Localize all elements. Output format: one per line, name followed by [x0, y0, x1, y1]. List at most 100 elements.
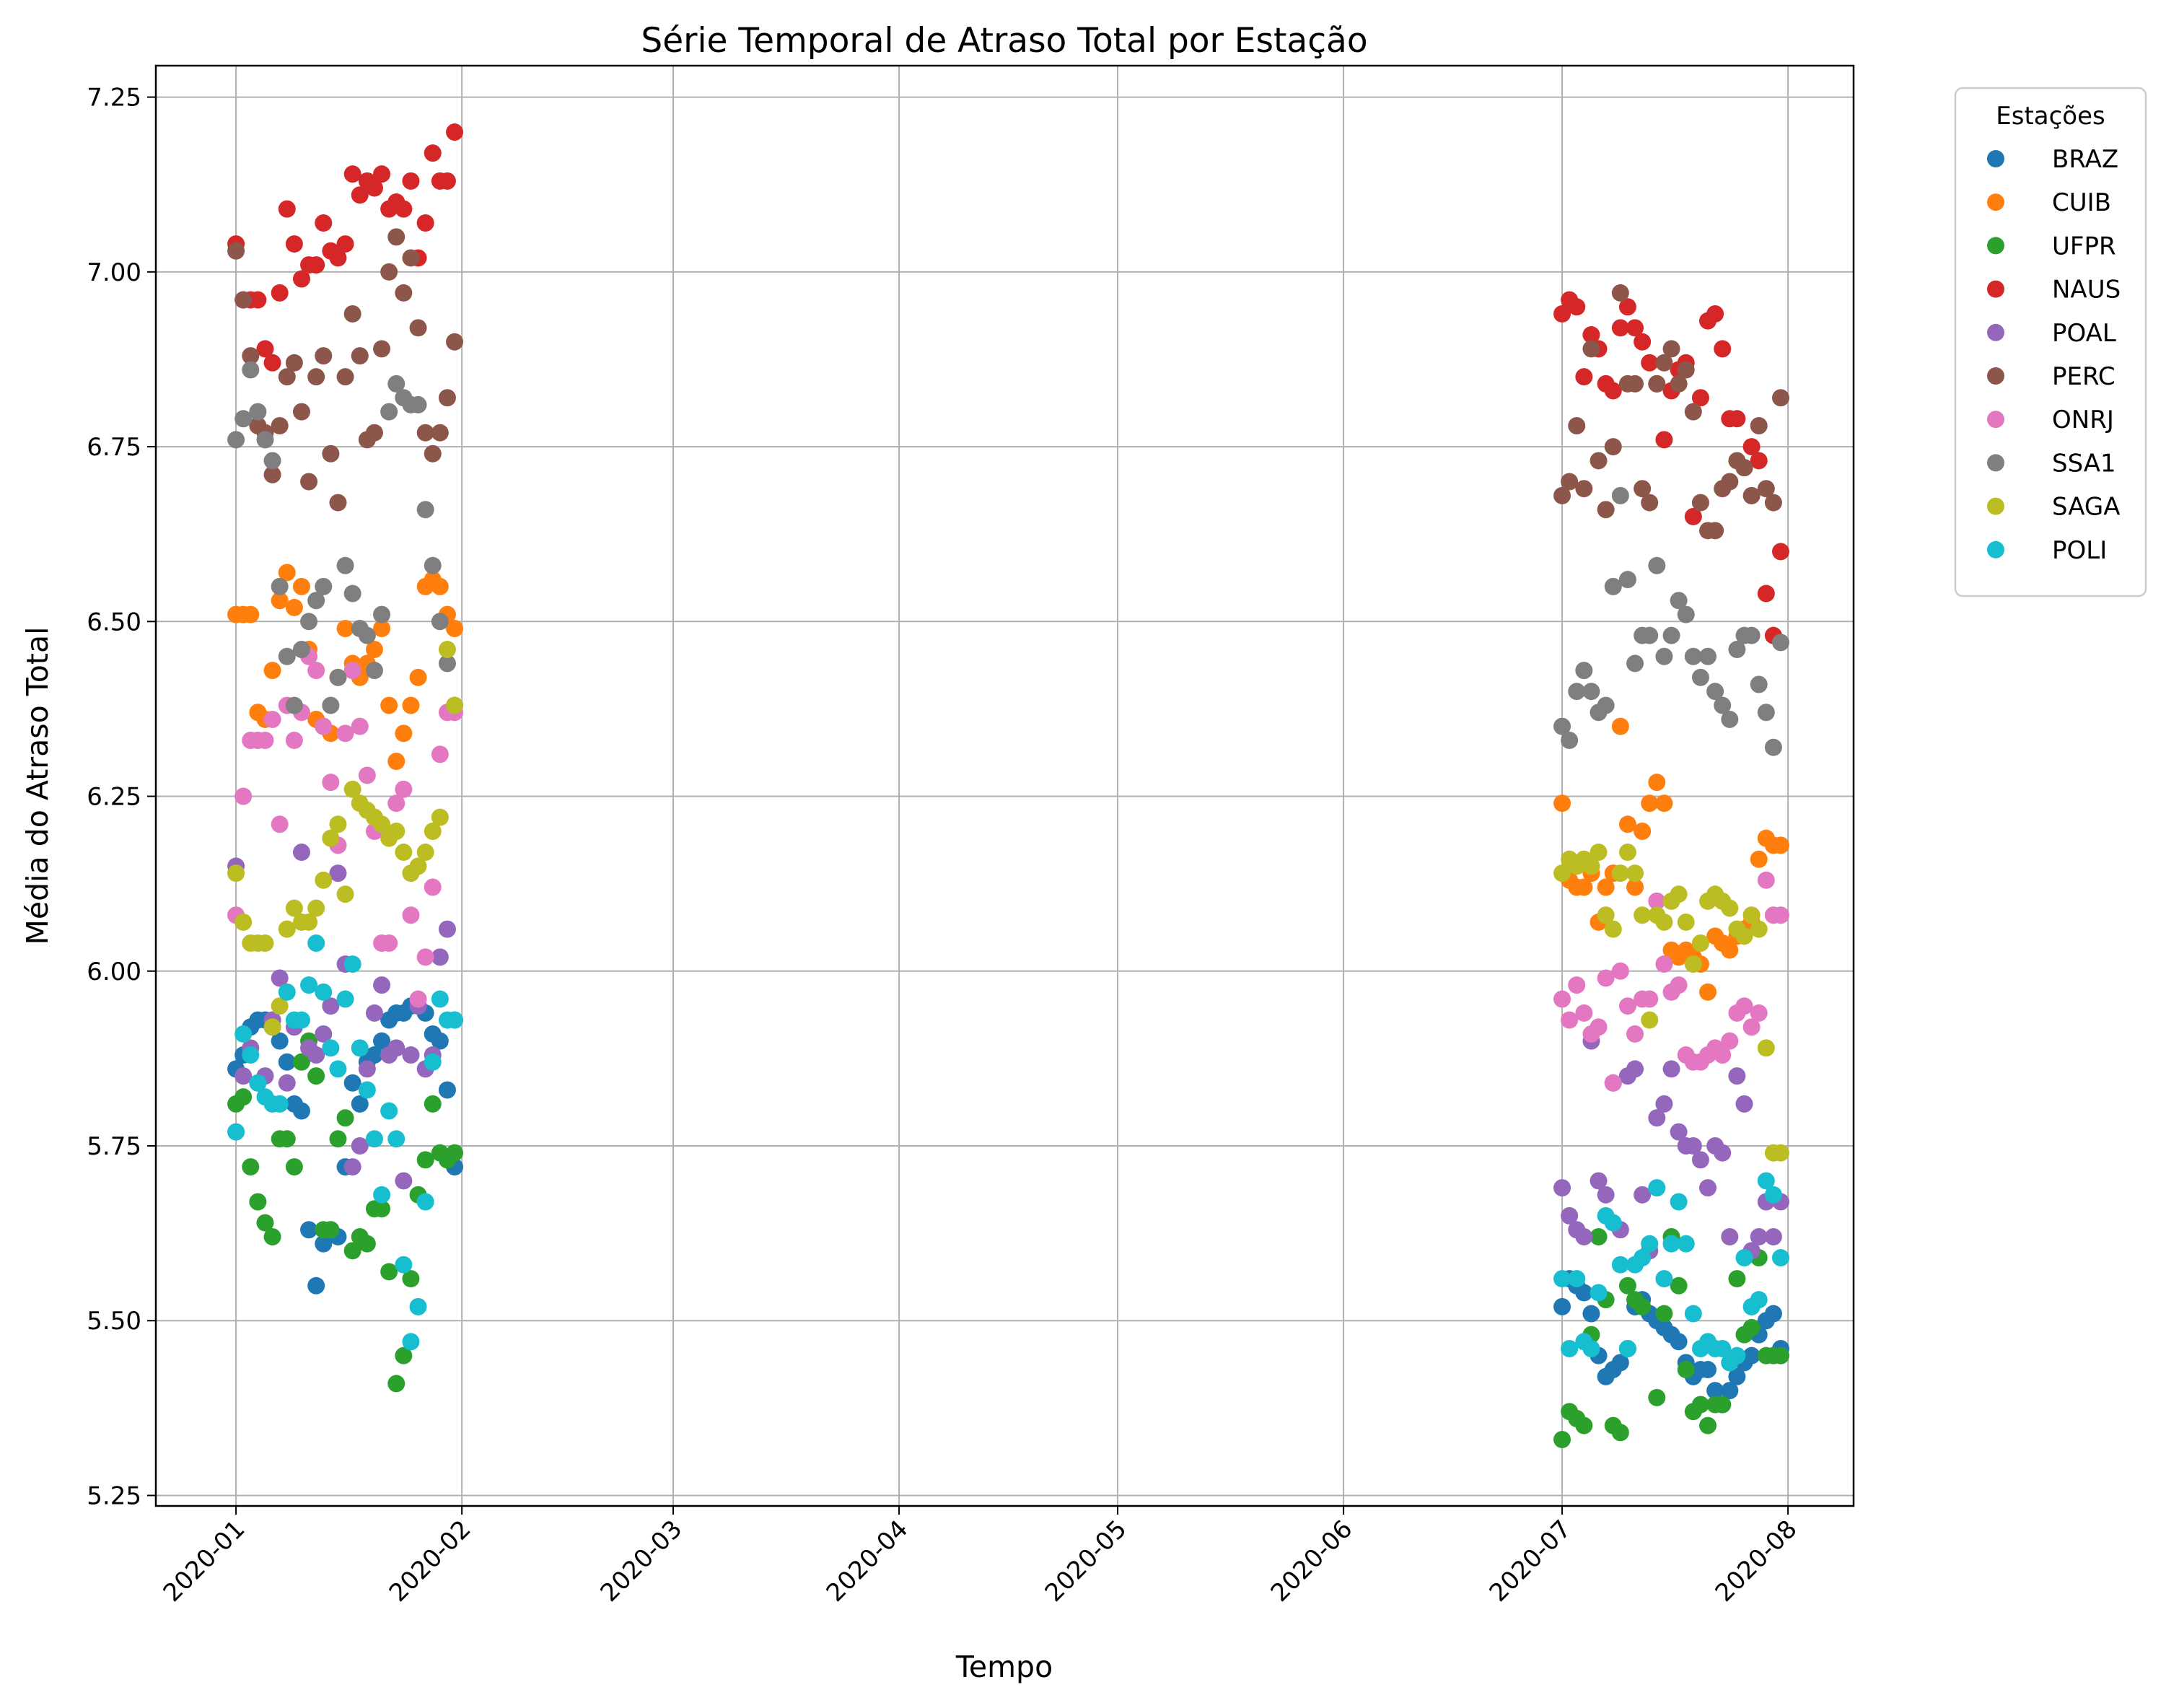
- data-point: [1634, 1249, 1652, 1267]
- data-point: [446, 619, 464, 637]
- data-point: [373, 165, 391, 183]
- data-point: [1655, 1270, 1673, 1288]
- data-point: [1611, 486, 1629, 504]
- data-point: [424, 144, 442, 162]
- data-point: [271, 284, 289, 302]
- plot-frame: [154, 64, 1855, 1507]
- legend-label-poli: POLI: [2052, 536, 2107, 565]
- data-point: [1597, 1186, 1615, 1204]
- data-point: [1575, 480, 1593, 498]
- data-point: [336, 1109, 354, 1127]
- data-point: [1604, 1214, 1622, 1232]
- data-point: [380, 934, 398, 952]
- data-point: [1772, 634, 1790, 652]
- data-point: [1706, 305, 1724, 323]
- legend-marker-saga: [1987, 497, 2004, 515]
- data-point: [1735, 927, 1753, 945]
- data-point: [307, 1046, 325, 1064]
- data-point: [395, 780, 413, 798]
- data-point: [1641, 626, 1659, 644]
- data-point: [1728, 641, 1746, 659]
- data-point: [431, 577, 449, 595]
- data-point: [1553, 305, 1571, 323]
- y-tick-label: 6.25: [87, 783, 141, 812]
- data-point: [1764, 738, 1782, 756]
- data-point: [387, 753, 405, 771]
- data-point: [278, 564, 296, 582]
- data-point: [1634, 480, 1652, 498]
- data-point: [1648, 1109, 1666, 1127]
- data-point: [322, 1039, 340, 1057]
- data-point: [1684, 647, 1702, 665]
- data-point: [358, 1081, 376, 1099]
- data-point: [285, 732, 303, 750]
- data-point: [292, 1102, 310, 1120]
- data-point: [1714, 340, 1732, 358]
- data-point: [1641, 1235, 1659, 1253]
- data-point: [1641, 494, 1659, 512]
- data-point: [409, 395, 427, 413]
- data-point: [292, 641, 310, 659]
- data-point: [271, 417, 289, 434]
- data-point: [292, 844, 310, 862]
- data-point: [1611, 1424, 1629, 1442]
- data-point: [1648, 892, 1666, 910]
- data-point: [271, 997, 289, 1015]
- data-point: [1750, 417, 1768, 434]
- legend-marker-naus: [1987, 280, 2004, 298]
- legend-title: Estações: [1996, 102, 2105, 131]
- data-point: [1742, 1318, 1761, 1336]
- data-point: [387, 228, 405, 246]
- data-point: [1721, 941, 1739, 959]
- data-point: [1691, 389, 1709, 407]
- data-point: [416, 1151, 434, 1169]
- data-point: [1575, 1284, 1593, 1302]
- data-point: [1721, 899, 1739, 917]
- data-point: [1626, 319, 1644, 337]
- data-point: [380, 696, 398, 714]
- data-point: [249, 403, 267, 421]
- data-point: [271, 1032, 289, 1050]
- data-point: [1677, 361, 1695, 379]
- data-point: [1757, 480, 1775, 498]
- legend-marker-poal: [1987, 323, 2004, 341]
- data-point: [329, 249, 347, 267]
- data-point: [315, 347, 333, 365]
- data-point: [1590, 1172, 1608, 1190]
- data-point: [402, 1270, 420, 1288]
- data-point: [1721, 710, 1739, 728]
- data-point: [1590, 844, 1608, 862]
- data-point: [1757, 1039, 1775, 1057]
- data-point: [329, 1130, 347, 1148]
- data-point: [380, 1102, 398, 1120]
- legend-marker-poli: [1987, 540, 2004, 559]
- data-point: [1575, 1227, 1593, 1245]
- data-point: [242, 347, 260, 365]
- data-point: [1728, 1346, 1746, 1365]
- data-point: [249, 291, 267, 309]
- data-point: [438, 654, 456, 673]
- data-point: [1655, 1095, 1673, 1113]
- data-point: [234, 913, 253, 931]
- data-point: [1618, 997, 1636, 1015]
- data-point: [1728, 1367, 1746, 1385]
- data-point: [1561, 732, 1579, 750]
- data-point: [263, 710, 281, 728]
- data-point: [438, 641, 456, 659]
- data-point: [263, 452, 281, 470]
- data-point: [1575, 1004, 1593, 1022]
- data-point: [271, 1095, 289, 1113]
- data-point: [1553, 794, 1571, 813]
- data-point: [1648, 556, 1666, 574]
- data-point: [249, 1074, 267, 1092]
- data-point: [343, 662, 361, 680]
- data-point: [1764, 1305, 1782, 1323]
- data-point: [358, 626, 376, 644]
- data-point: [285, 354, 303, 372]
- data-point: [1677, 1361, 1695, 1379]
- data-point: [365, 1004, 383, 1022]
- data-point: [227, 242, 245, 260]
- data-point: [387, 1039, 405, 1057]
- data-point: [307, 256, 325, 274]
- data-point: [1677, 913, 1695, 931]
